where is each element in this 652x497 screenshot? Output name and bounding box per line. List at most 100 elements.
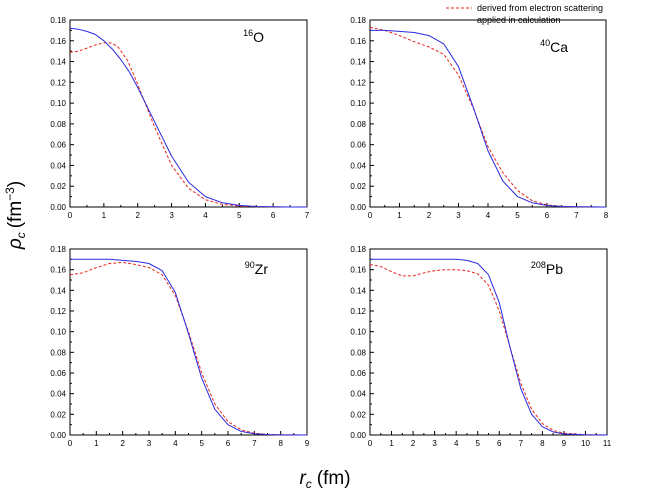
y-tick-label: 0.00 [350, 431, 366, 440]
y-tick-label: 0.18 [50, 245, 66, 254]
legend: derived from electron scattering applied… [446, 3, 603, 25]
series-line-applied [70, 258, 308, 436]
y-tick-label: 0.04 [50, 161, 66, 170]
x-tick-label: 8 [278, 439, 283, 448]
y-tick-label: 0.02 [50, 182, 66, 191]
x-tick-label: 8 [540, 439, 545, 448]
y-axis-unit: (fm [5, 201, 26, 228]
nucleus-label: 208Pb [531, 260, 563, 277]
y-tick-label: 0.04 [50, 390, 66, 399]
y-tick-label: 0.02 [50, 410, 66, 419]
nucleus-mass: 40 [540, 38, 550, 48]
y-tick-label: 0.14 [50, 286, 66, 295]
y-tick-label: 0.14 [50, 58, 66, 67]
series-line-applied [370, 29, 607, 208]
x-tick-label: 9 [562, 439, 567, 448]
nucleus-label: 90Zr [245, 260, 269, 277]
nucleus-label: 16O [243, 28, 264, 45]
x-tick-label: 6 [271, 211, 276, 220]
y-axis-sub: c [14, 232, 28, 238]
y-tick-label: 0.00 [50, 203, 66, 212]
y-tick-label: 0.12 [50, 307, 66, 316]
x-tick-label: 7 [252, 439, 257, 448]
x-tick-label: 7 [305, 211, 310, 220]
y-tick-label: 0.12 [350, 307, 366, 316]
y-tick-label: 0.04 [350, 390, 366, 399]
x-tick-label: 2 [135, 211, 140, 220]
y-tick-label: 0.10 [350, 99, 366, 108]
x-tick-label: 3 [432, 439, 437, 448]
panel-oxygen-16: 0 1 2 3 4 5 6 7 0.00 0.02 0.04 0.06 0.08 0.10 0.12 0.14… [50, 16, 309, 220]
nucleus-symbol: Zr [255, 261, 269, 277]
plot-frame [69, 248, 308, 436]
x-tick-label: 1 [94, 439, 99, 448]
y-tick-label: 0.16 [350, 37, 366, 46]
nucleus-label: 40Ca [540, 38, 568, 55]
nucleus-mass: 16 [243, 28, 253, 38]
x-tick-label: 8 [604, 211, 609, 220]
nucleus-symbol: Pb [546, 261, 563, 277]
y-tick-label: 0.16 [50, 266, 66, 275]
nucleus-symbol: O [253, 29, 264, 45]
x-tick-label: 5 [476, 439, 481, 448]
plot-frame [369, 19, 607, 208]
x-tick-label: 6 [497, 439, 502, 448]
y-axis-exp: −3 [3, 187, 17, 201]
y-tick-label: 0.14 [350, 286, 366, 295]
plot-frame [69, 19, 308, 208]
y-tick-label: 0.10 [50, 328, 66, 337]
y-axis-close: ) [5, 181, 26, 187]
panel-zirconium-90: 0 1 2 3 4 5 6 7 8 9 0.00 0.02 0.04 0.06 0.08 0.10 0.12 0.… [50, 245, 309, 448]
y-tick-label: 0.00 [350, 203, 366, 212]
y-tick-label: 0.08 [350, 120, 366, 129]
y-tick-label: 0.06 [350, 141, 366, 150]
x-tick-label: 1 [389, 439, 394, 448]
y-tick-label: 0.12 [50, 78, 66, 87]
y-tick-label: 0.14 [350, 58, 366, 67]
x-tick-label: 3 [169, 211, 174, 220]
x-tick-label: 3 [456, 211, 461, 220]
y-axis-symbol: ρ [5, 238, 26, 250]
series-line-electron-scattering [369, 264, 608, 436]
nucleus-mass: 90 [245, 260, 255, 270]
nucleus-symbol: Ca [550, 39, 568, 55]
x-axis-label: rc (fm) [299, 468, 350, 491]
plot-frame [369, 248, 608, 436]
panel-lead-208: 0 1 2 3 4 5 6 7 8 9 10 11 0.00 0.02 0.04 0.06 0.08 0.10 0.… [350, 245, 611, 448]
x-tick-label: 2 [120, 439, 125, 448]
y-tick-label: 0.06 [50, 141, 66, 150]
x-tick-label: 7 [519, 439, 524, 448]
y-tick-label: 0.18 [50, 16, 66, 25]
y-tick-label: 0.18 [350, 16, 366, 25]
x-tick-label: 7 [574, 211, 579, 220]
x-tick-label: 2 [411, 439, 416, 448]
series-line-electron-scattering [369, 26, 607, 208]
y-tick-label: 0.08 [50, 120, 66, 129]
series-line-electron-scattering [69, 261, 308, 436]
y-tick-label: 0.16 [350, 266, 366, 275]
x-tick-label: 4 [486, 211, 491, 220]
x-tick-label: 5 [515, 211, 520, 220]
series-line-applied [370, 258, 608, 436]
x-tick-label: 2 [427, 211, 432, 220]
x-tick-label: 6 [545, 211, 550, 220]
x-tick-label: 11 [603, 439, 612, 448]
y-tick-label: 0.10 [50, 99, 66, 108]
y-tick-label: 0.16 [50, 37, 66, 46]
x-tick-label: 0 [68, 439, 73, 448]
y-tick-label: 0.00 [50, 431, 66, 440]
x-tick-label: 4 [173, 439, 178, 448]
x-axis-sub: c [306, 477, 312, 491]
series-line-applied [69, 27, 307, 208]
x-tick-label: 4 [203, 211, 208, 220]
x-axis-symbol: r [299, 468, 306, 489]
panel-calcium-40: 0 1 2 3 4 5 6 7 8 0.00 0.02 0.04 0.06 0.08 0.10 0.12 0.1… [350, 16, 608, 220]
x-tick-label: 5 [199, 439, 204, 448]
y-tick-label: 0.04 [350, 161, 366, 170]
x-tick-label: 10 [581, 439, 590, 448]
x-tick-label: 1 [102, 211, 107, 220]
x-tick-label: 0 [368, 211, 373, 220]
x-tick-label: 6 [226, 439, 231, 448]
y-tick-label: 0.08 [350, 348, 366, 357]
y-tick-label: 0.10 [350, 328, 366, 337]
